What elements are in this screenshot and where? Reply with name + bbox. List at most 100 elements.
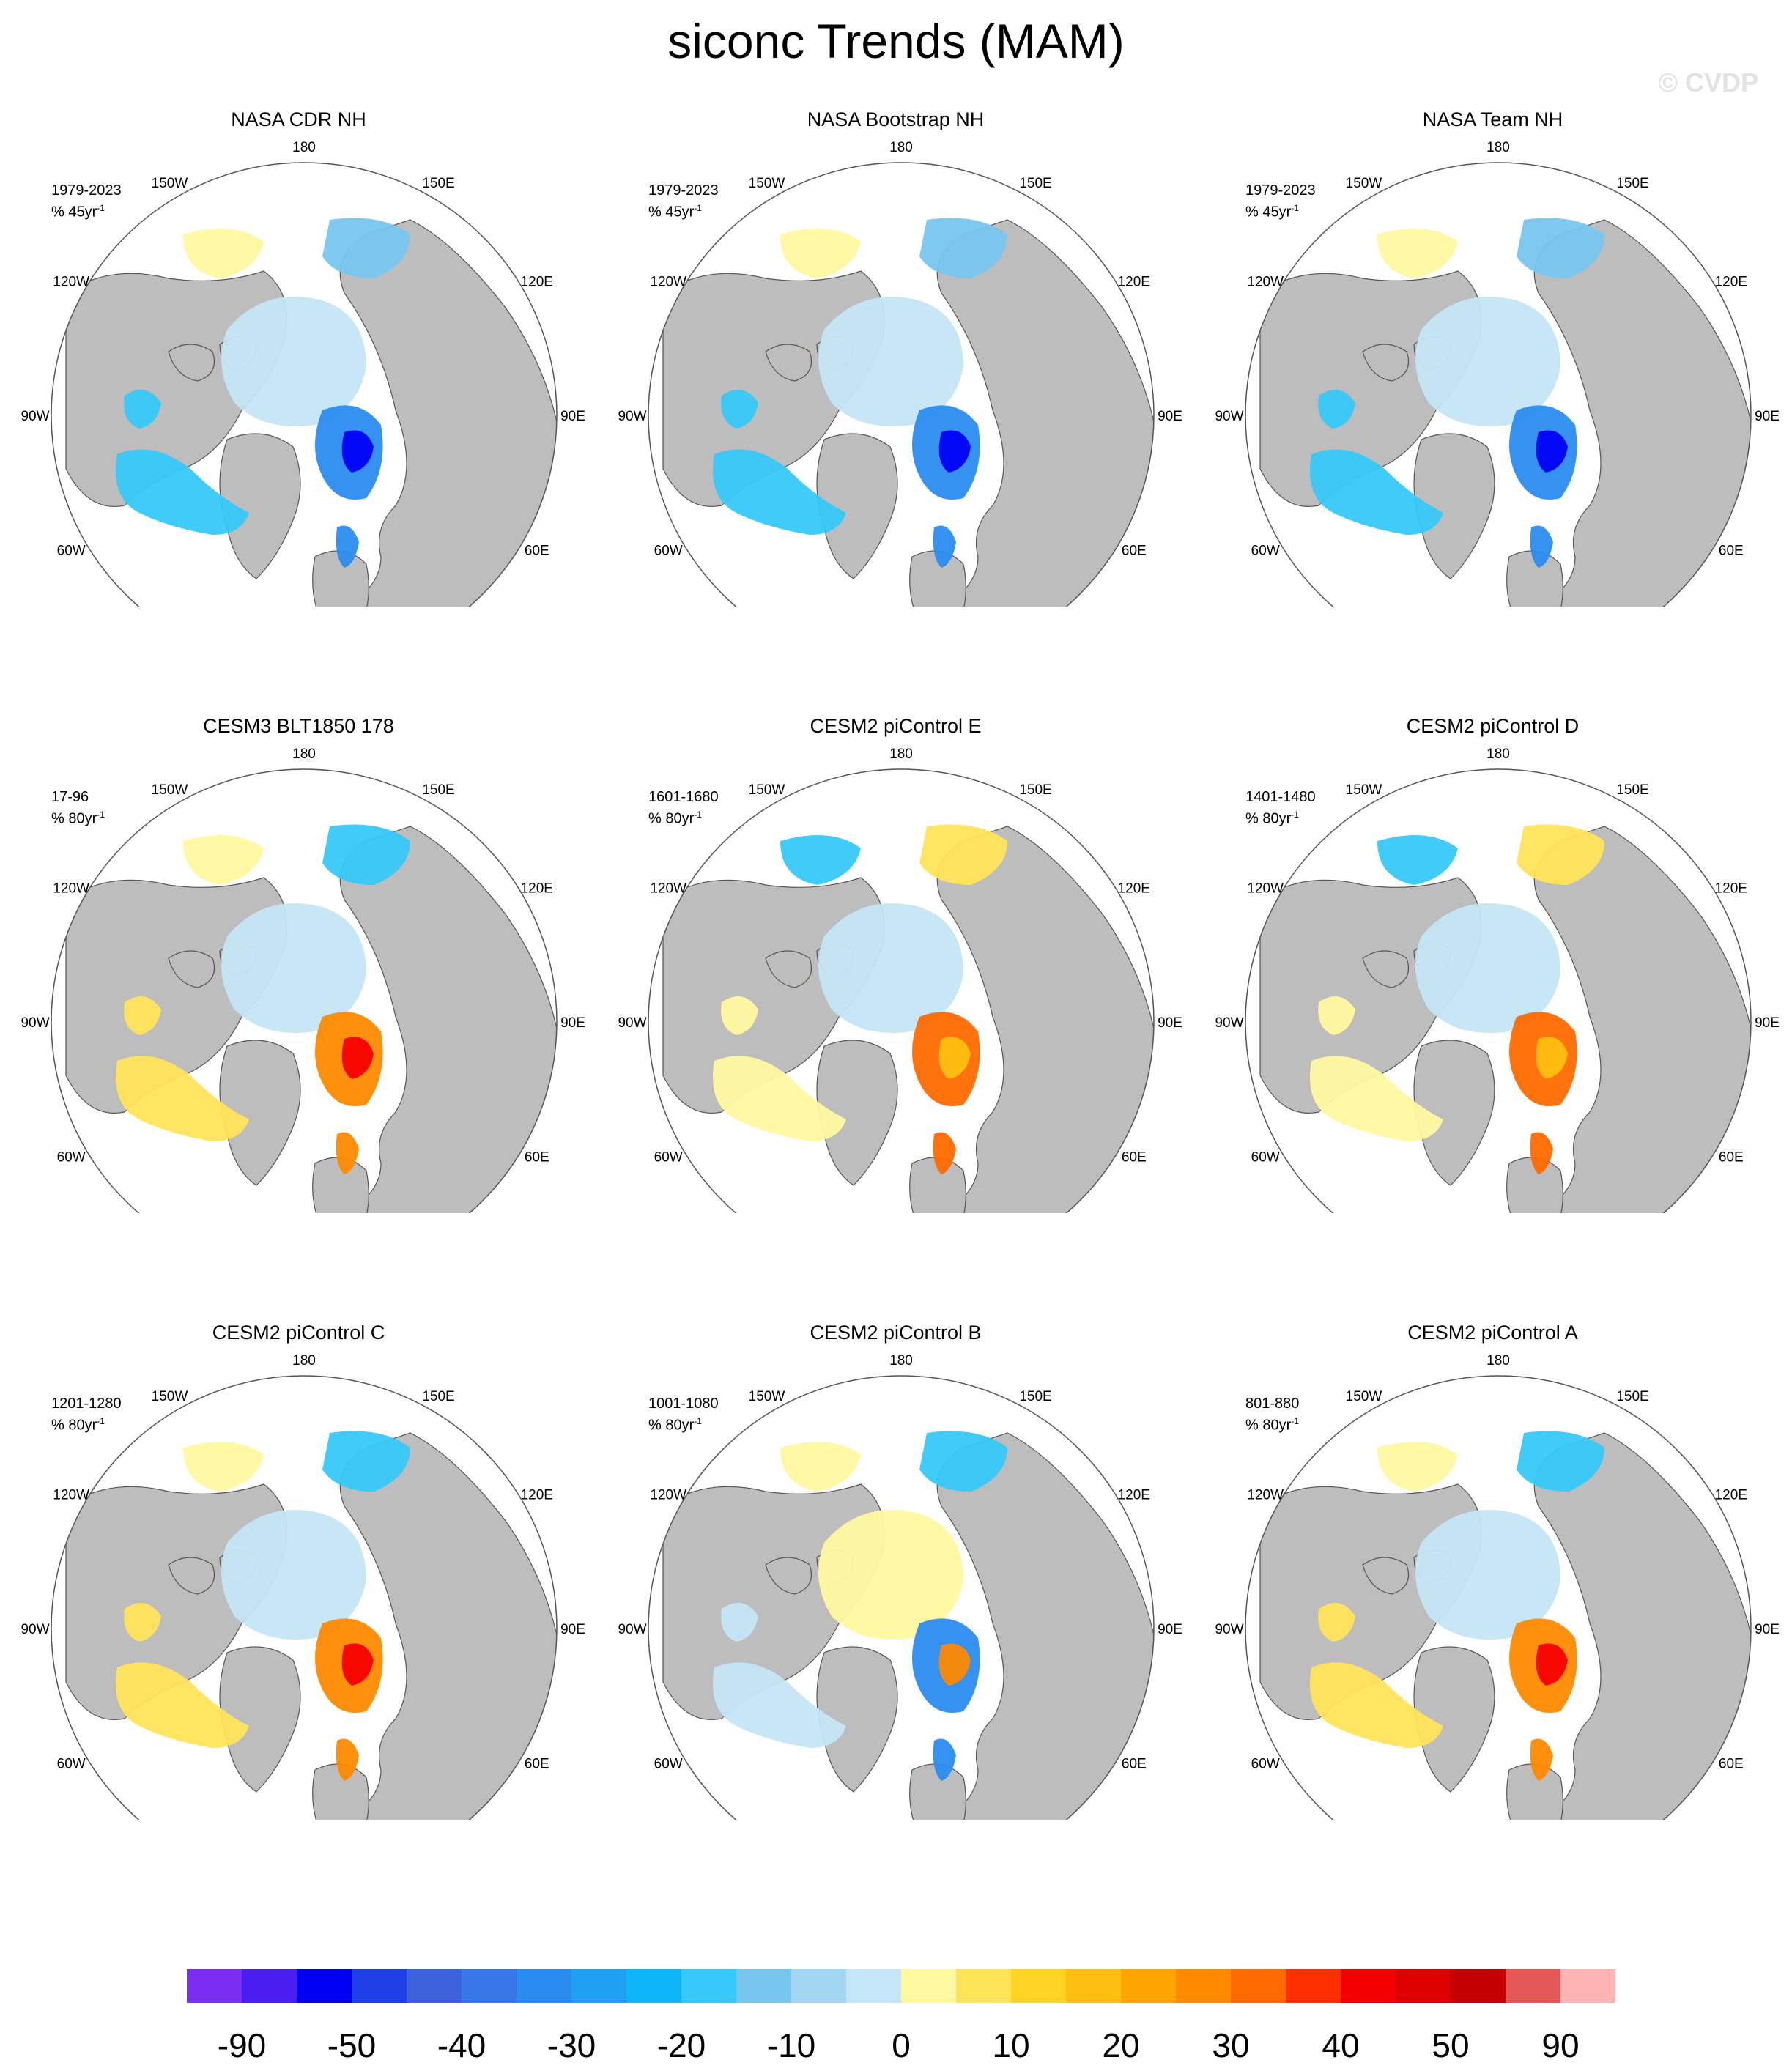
map-panel: CESM2 piControl C 1201-1280 % 80yr-1 180 150… bbox=[0, 1213, 597, 1820]
panel-units: % 45yr-1 bbox=[648, 203, 702, 221]
longitude-label: 60E bbox=[1719, 1150, 1744, 1166]
map-boundary bbox=[51, 162, 558, 607]
panel-units: % 80yr-1 bbox=[648, 809, 702, 827]
sea-ice-trend-region bbox=[818, 1510, 963, 1640]
polar-map: 180150E120E90E60E30E030W60W90W120W150W bbox=[618, 140, 1182, 607]
longitude-label: 150E bbox=[1616, 176, 1648, 191]
polar-map: 180150E120E90E60E30E030W60W90W120W150W bbox=[618, 746, 1182, 1213]
colorbar-swatch bbox=[1231, 1969, 1286, 2003]
sea-ice-trend-region bbox=[721, 1603, 758, 1642]
longitude-label: 180 bbox=[889, 1353, 913, 1368]
land-mass bbox=[1362, 344, 1410, 382]
polar-map: 180150E120E90E60E30E030W60W90W120W150W bbox=[1215, 746, 1780, 1213]
sea-ice-trend-region bbox=[183, 229, 264, 278]
colorbar-label: -30 bbox=[547, 2026, 596, 2064]
longitude-label: 150W bbox=[749, 1389, 785, 1404]
sea-ice-trend-region bbox=[1318, 996, 1355, 1035]
land-mass bbox=[926, 826, 1154, 1213]
longitude-label: 60W bbox=[57, 544, 86, 559]
sea-ice-trend-region bbox=[721, 390, 758, 429]
map-panel: NASA CDR NH 1979-2023 % 45yr-1 180 150E 120E 9… bbox=[0, 0, 597, 607]
panel-period: 1401-1480 bbox=[1245, 789, 1316, 805]
colorbar-swatch bbox=[1286, 1969, 1341, 2003]
sea-ice-trend-region bbox=[341, 1643, 374, 1686]
longitude-label: 90E bbox=[1755, 409, 1780, 424]
sea-ice-trend-region bbox=[938, 1037, 971, 1079]
colorbar-swatch bbox=[1011, 1969, 1066, 2003]
longitude-label: 180 bbox=[1486, 746, 1510, 762]
panel-period: 1601-1680 bbox=[648, 789, 719, 805]
polar-map: 180150E120E90E60E30E030W60W90W120W150W bbox=[21, 746, 585, 1213]
longitude-label: 90E bbox=[1755, 1622, 1780, 1637]
sea-ice-trend-region bbox=[818, 297, 963, 426]
longitude-label: 120E bbox=[521, 1488, 553, 1503]
colorbar-swatch bbox=[352, 1969, 407, 2003]
panel-title: NASA Team NH bbox=[1422, 108, 1563, 130]
sea-ice-trend-region bbox=[336, 1738, 359, 1781]
land-mass bbox=[168, 344, 215, 382]
sea-ice-trend-region bbox=[221, 903, 366, 1033]
colorbar-swatch bbox=[1066, 1969, 1121, 2003]
longitude-label: 120W bbox=[650, 881, 686, 897]
longitude-label: 90W bbox=[1215, 409, 1243, 424]
sea-ice-trend-region bbox=[116, 1662, 249, 1748]
land-mass bbox=[926, 1432, 1154, 1820]
map-panel: CESM2 piControl B 1001-1080 % 80yr-1 180 150… bbox=[597, 1213, 1194, 1820]
colorbar-label: 50 bbox=[1432, 2026, 1469, 2064]
sea-ice-trend-region bbox=[116, 449, 249, 535]
sea-ice-trend-region bbox=[1517, 1431, 1604, 1492]
longitude-label: 60E bbox=[1719, 544, 1744, 559]
land-mass bbox=[1362, 950, 1410, 988]
land-mass bbox=[329, 826, 557, 1213]
colorbar-swatch bbox=[1341, 1969, 1396, 2003]
polar-map: 180150E120E90E60E30E030W60W90W120W150W bbox=[21, 1353, 585, 1820]
panel-units-text: % 80yr bbox=[648, 810, 695, 827]
longitude-label: 60W bbox=[1251, 1757, 1280, 1772]
longitude-label: 90E bbox=[560, 409, 585, 424]
colorbar-label: 10 bbox=[992, 2026, 1029, 2064]
map-panel: CESM2 piControl D 1401-1480 % 80yr-1 180 150… bbox=[1194, 607, 1791, 1213]
sea-ice-trend-region bbox=[919, 1431, 1007, 1492]
sea-ice-trend-region bbox=[183, 835, 264, 885]
sea-ice-trend-region bbox=[1377, 1442, 1458, 1492]
sea-ice-trend-region bbox=[721, 996, 758, 1035]
longitude-label: 60E bbox=[1122, 1150, 1147, 1166]
land-mass bbox=[168, 950, 215, 988]
figure-title: siconc Trends (MAM) bbox=[667, 14, 1125, 68]
land-mass bbox=[926, 219, 1154, 607]
sea-ice-trend-region bbox=[341, 430, 374, 473]
colorbar-swatch bbox=[1506, 1969, 1560, 2003]
colorbar-label: -20 bbox=[657, 2026, 706, 2064]
map-panel: CESM2 piControl E 1601-1680 % 80yr-1 180 150… bbox=[597, 607, 1194, 1213]
sea-ice-trend-region bbox=[780, 835, 861, 885]
longitude-label: 180 bbox=[1486, 140, 1510, 155]
longitude-label: 60E bbox=[1122, 544, 1147, 559]
colorbar-swatch bbox=[462, 1969, 517, 2003]
panel-units-text: % 80yr bbox=[1245, 1417, 1292, 1434]
map-panel: CESM3 BLT1850 178 17-96 % 80yr-1 180 150E 120… bbox=[0, 607, 597, 1213]
sea-ice-trend-region bbox=[1377, 229, 1458, 278]
longitude-label: 90W bbox=[618, 409, 646, 424]
sea-ice-trend-region bbox=[1377, 835, 1458, 885]
colorbar-swatch bbox=[956, 1969, 1011, 2003]
longitude-label: 180 bbox=[1486, 1353, 1510, 1368]
longitude-label: 90W bbox=[21, 1622, 49, 1637]
cvdp-watermark: © CVDP bbox=[1658, 67, 1758, 97]
longitude-label: 180 bbox=[889, 746, 913, 762]
longitude-label: 90W bbox=[618, 1622, 646, 1637]
sea-ice-trend-region bbox=[780, 229, 861, 278]
longitude-label: 180 bbox=[292, 1353, 316, 1368]
longitude-label: 150W bbox=[152, 782, 188, 798]
map-panel: NASA Bootstrap NH 1979-2023 % 45yr-1 180 150… bbox=[597, 0, 1194, 607]
longitude-label: 150E bbox=[422, 176, 454, 191]
sea-ice-trend-region bbox=[818, 903, 963, 1033]
panel-period: 801-880 bbox=[1245, 1396, 1300, 1412]
longitude-label: 90W bbox=[21, 1015, 49, 1031]
panel-title: NASA Bootstrap NH bbox=[807, 108, 985, 130]
panel-units: % 80yr-1 bbox=[1245, 809, 1299, 827]
longitude-label: 120E bbox=[1118, 1488, 1150, 1503]
land-mass bbox=[1523, 219, 1751, 607]
colorbar-swatch bbox=[791, 1969, 846, 2003]
sea-ice-trend-region bbox=[322, 1431, 410, 1492]
colorbar-label: -50 bbox=[327, 2026, 376, 2064]
